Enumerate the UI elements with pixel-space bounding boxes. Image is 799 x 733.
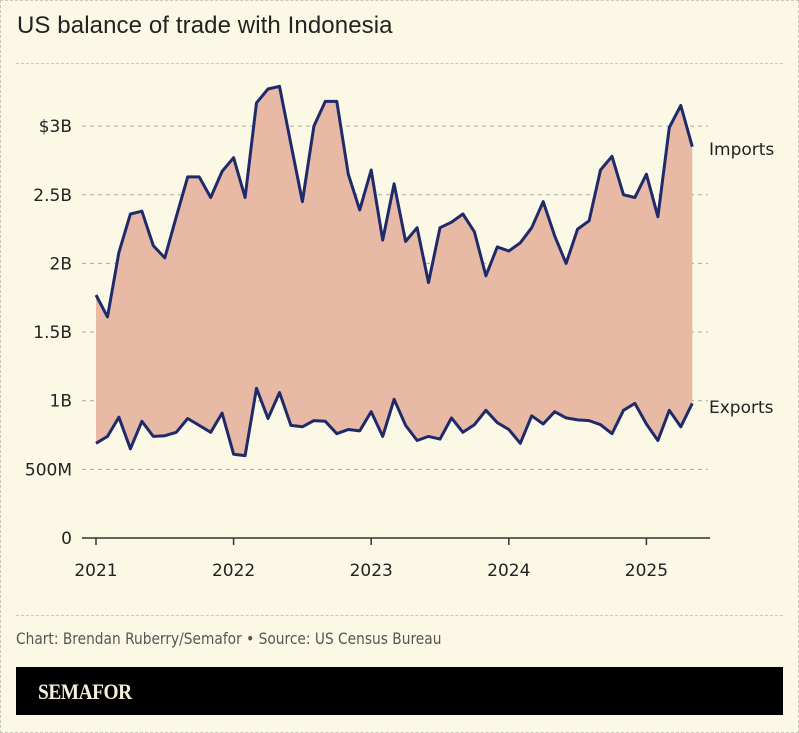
imports-line: [94, 84, 694, 319]
footer-divider: [16, 615, 783, 616]
trade-gap-area: [96, 86, 693, 456]
brand-bar: SEMAFOR: [16, 667, 783, 715]
y-tick-label: 2B: [50, 254, 72, 274]
y-tick-label: 0: [61, 529, 72, 549]
imports-label: Imports: [709, 140, 774, 160]
exports-line: [95, 386, 694, 458]
chart-title: US balance of trade with Indonesia: [17, 12, 393, 39]
x-tick-label: 2023: [350, 561, 393, 581]
semafor-logo: SEMAFOR: [38, 679, 132, 704]
exports-label: Exports: [709, 398, 774, 418]
title-divider: [16, 63, 783, 64]
y-tick-label: $3B: [39, 117, 72, 137]
source-credit: Chart: Brendan Ruberry/Semafor • Source:…: [16, 629, 442, 648]
y-tick-label: 500M: [25, 460, 72, 480]
y-tick-label: 2.5B: [33, 186, 72, 206]
x-tick-label: 2025: [625, 561, 668, 581]
x-tick-label: 2024: [487, 561, 530, 581]
y-tick-label: 1.5B: [33, 323, 72, 343]
x-tick-label: 2021: [74, 561, 117, 581]
x-tick-label: 2022: [212, 561, 255, 581]
x-axis-ticks: 2021 2022 2023 2024 2025: [74, 538, 668, 581]
y-tick-label: 1B: [50, 392, 72, 412]
y-axis-ticks: 0 500M 1B 1.5B 2B 2.5B $3B: [25, 117, 72, 549]
